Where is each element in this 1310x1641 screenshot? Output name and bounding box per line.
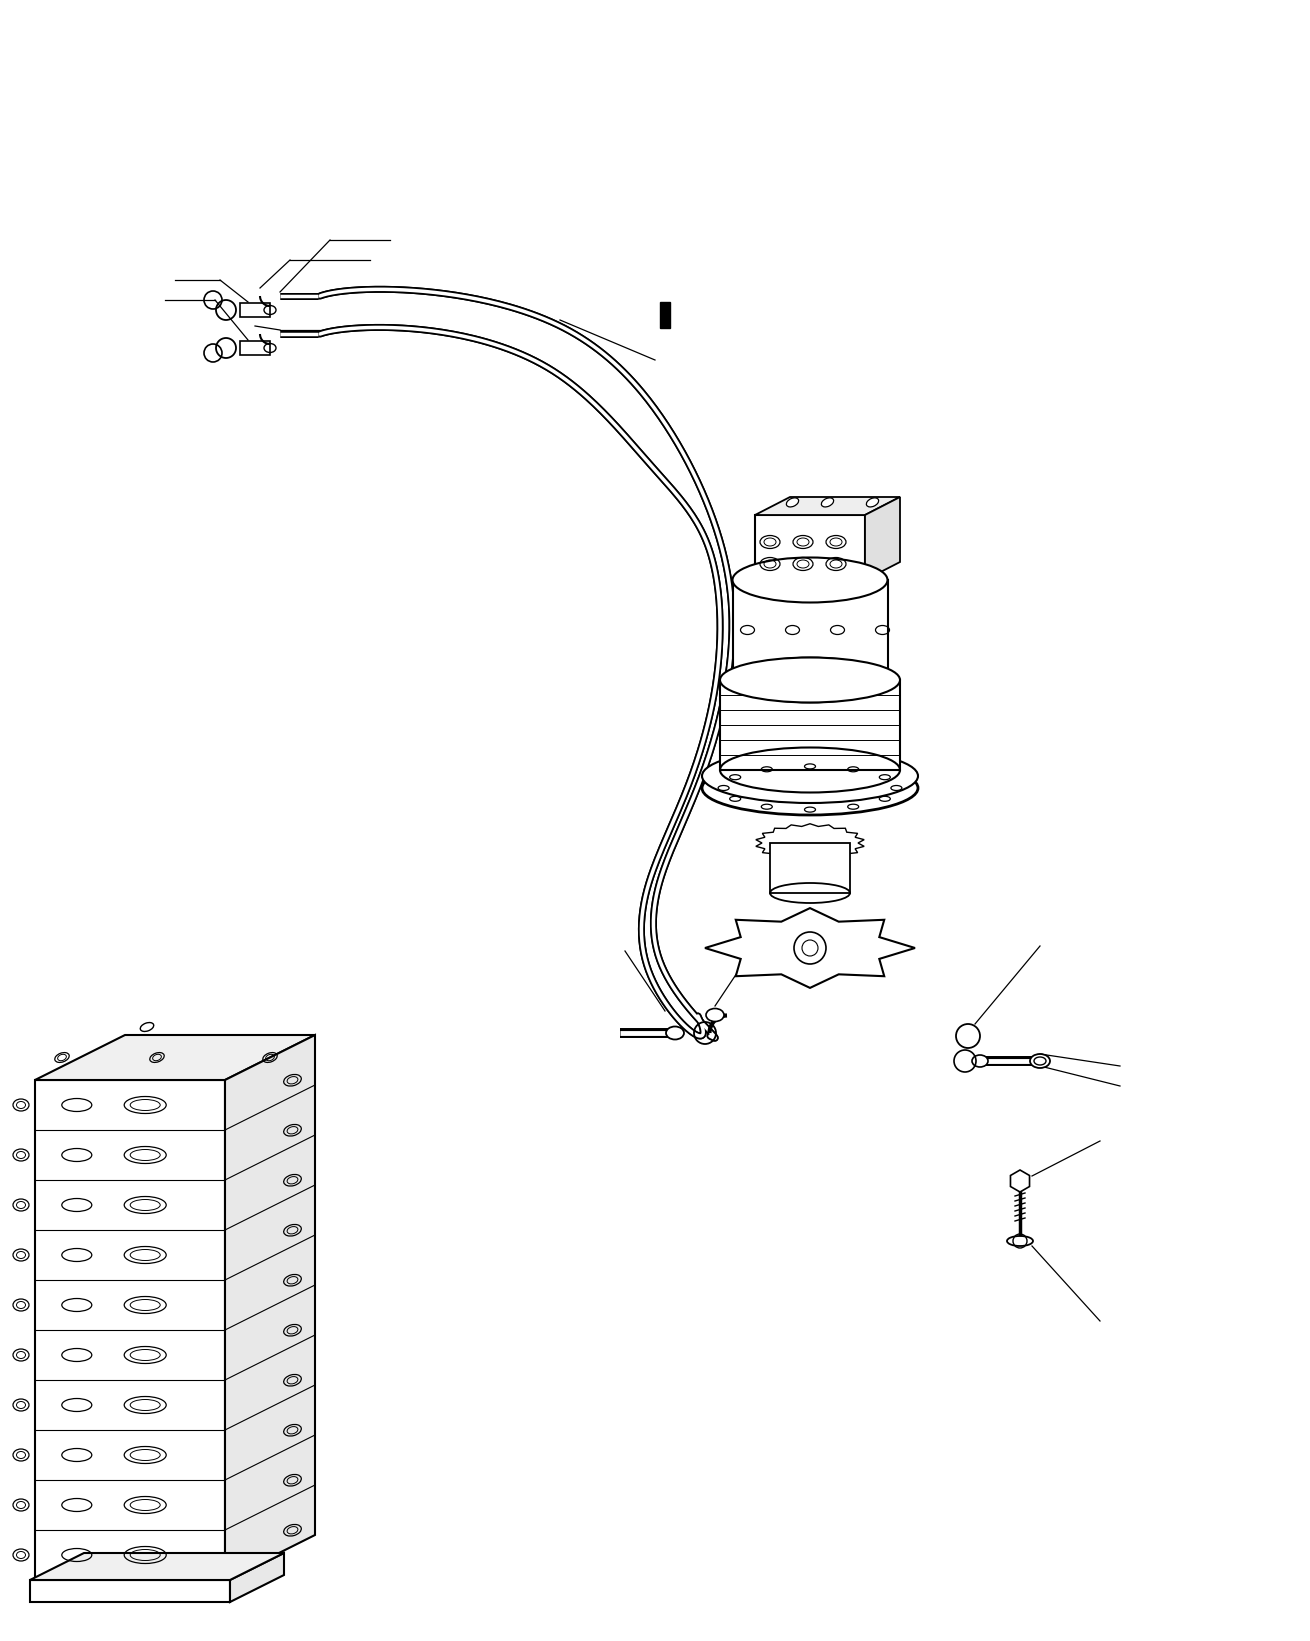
Polygon shape [721,679,900,770]
Bar [660,302,669,328]
Ellipse shape [140,1022,153,1032]
Polygon shape [231,1552,284,1602]
Polygon shape [1010,1170,1030,1191]
Ellipse shape [786,497,799,507]
Polygon shape [225,1035,314,1580]
Polygon shape [755,515,865,579]
Polygon shape [705,907,914,988]
Polygon shape [240,304,270,317]
Ellipse shape [866,497,879,507]
Polygon shape [755,497,900,515]
Ellipse shape [1007,1236,1034,1246]
Polygon shape [770,843,850,893]
Ellipse shape [721,658,900,702]
Polygon shape [240,341,270,354]
Ellipse shape [821,497,833,507]
Polygon shape [865,497,900,579]
Polygon shape [35,1080,225,1580]
Polygon shape [732,579,887,679]
Ellipse shape [732,558,887,602]
Ellipse shape [706,1009,724,1021]
Polygon shape [756,824,865,862]
Ellipse shape [702,761,918,816]
Polygon shape [35,1035,314,1080]
Ellipse shape [702,748,918,802]
Polygon shape [30,1552,284,1580]
Polygon shape [30,1580,231,1602]
Ellipse shape [972,1055,988,1067]
Ellipse shape [1030,1054,1051,1068]
Ellipse shape [665,1027,684,1039]
